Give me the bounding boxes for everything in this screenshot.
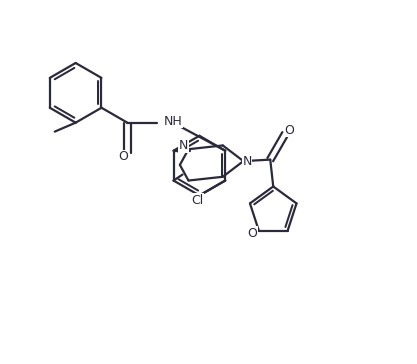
Text: O: O — [118, 150, 128, 163]
Text: N: N — [242, 155, 252, 167]
Text: NH: NH — [164, 115, 183, 128]
Text: O: O — [247, 227, 257, 240]
Text: Cl: Cl — [191, 194, 204, 207]
Text: N: N — [179, 139, 188, 153]
Text: O: O — [285, 124, 294, 136]
